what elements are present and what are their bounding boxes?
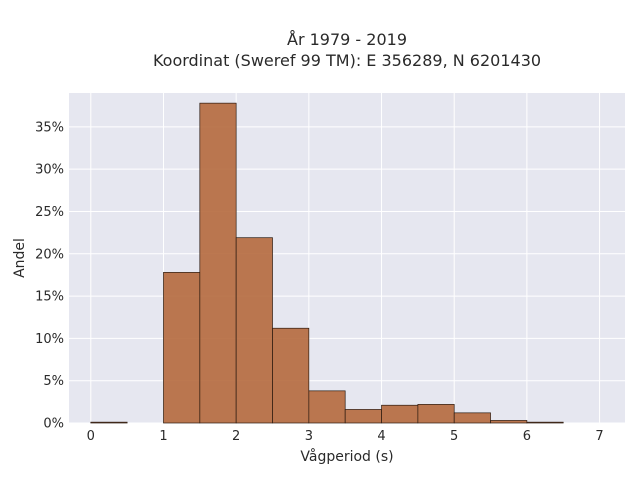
x-tick-label: 7 — [595, 429, 603, 444]
histogram-bar — [90, 421, 128, 424]
x-axis-title: Vågperiod (s) — [300, 448, 393, 465]
grid-lines-y — [69, 126, 625, 424]
y-tick-label: 15% — [35, 290, 64, 305]
histogram-bar — [526, 421, 564, 424]
histogram-bar — [199, 102, 237, 424]
histogram-bar — [235, 237, 273, 424]
x-tick-labels: 0 1 2 3 4 5 6 7 — [87, 429, 604, 444]
x-tick-label: 4 — [377, 429, 385, 444]
histogram-bar — [272, 327, 310, 424]
histogram-bar — [417, 404, 455, 424]
x-tick-label: 6 — [523, 429, 531, 444]
histogram-bar — [490, 420, 528, 424]
y-tick-label: 10% — [35, 332, 64, 347]
histogram-bar — [344, 409, 382, 424]
x-tick-label: 0 — [87, 429, 95, 444]
x-tick-label: 2 — [232, 429, 240, 444]
y-tick-label: 20% — [35, 247, 64, 262]
x-tick-label: 1 — [159, 429, 167, 444]
x-tick-label: 5 — [450, 429, 458, 444]
bars — [90, 102, 564, 424]
y-tick-label: 35% — [35, 120, 64, 135]
y-tick-label: 25% — [35, 205, 64, 220]
y-axis-title: Andel — [12, 238, 28, 278]
y-tick-label: 30% — [35, 163, 64, 178]
chart-title-line-2: Koordinat (Sweref 99 TM): E 356289, N 62… — [153, 51, 541, 70]
y-tick-labels: 0% 5% 10% 15% 20% 25% 30% 35% — [35, 120, 64, 431]
chart-title-line-1: År 1979 - 2019 — [287, 30, 407, 49]
y-tick-label: 5% — [43, 374, 64, 389]
y-tick-label: 0% — [43, 417, 64, 432]
histogram-bar — [381, 404, 419, 424]
plot-area — [69, 93, 625, 423]
histogram-bar — [308, 390, 346, 424]
x-tick-label: 3 — [305, 429, 313, 444]
histogram-bar — [453, 412, 491, 424]
histogram-bar — [163, 272, 201, 424]
